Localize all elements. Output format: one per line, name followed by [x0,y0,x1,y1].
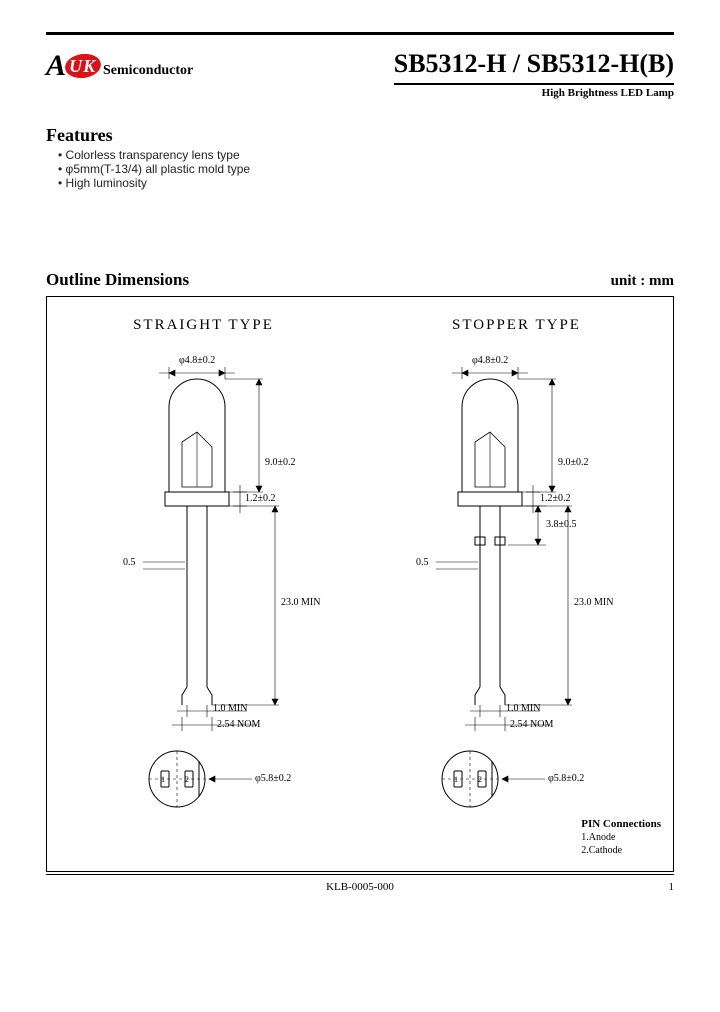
outline-header: Outline Dimensions unit : mm [46,270,674,290]
dim-ring-h: 1.2±0.2 [245,493,276,504]
pin-title: PIN Connections [581,817,661,831]
pin-2-label: 2 [478,775,482,784]
pin-1-label: 1 [454,775,458,784]
feature-item: φ5mm(T-13/4) all plastic mold type [58,162,674,176]
dim-base-dia: φ5.8±0.2 [255,773,291,784]
part-number: SB5312-H / SB5312-H(B) [394,49,674,79]
part-description: High Brightness LED Lamp [394,87,674,99]
dim-stopper-h: 3.8±0.5 [546,519,577,530]
dim-pitch: 2.54 NOM [217,719,260,730]
pin-2: 2.Cathode [581,844,661,857]
dim-top-dia: φ4.8±0.2 [472,355,508,366]
dim-base-dia: φ5.8±0.2 [548,773,584,784]
logo-word: Semiconductor [103,63,193,79]
doc-number: KLB-0005-000 [326,881,394,893]
dim-ring-h: 1.2±0.2 [540,493,571,504]
logo-ellipse-icon: UK [64,52,103,81]
dim-lead-gap: 1.0 MIN [506,703,540,714]
dimension-diagram: STRAIGHT TYPE [46,296,674,872]
pin-connections: PIN Connections 1.Anode 2.Cathode [581,817,661,857]
part-underline [394,83,674,85]
straight-led-icon [47,297,357,837]
dim-lead-gap: 1.0 MIN [213,703,247,714]
feature-item: Colorless transparency lens type [58,148,674,162]
dim-lead-t: 0.5 [123,557,136,568]
dim-pitch: 2.54 NOM [510,719,553,730]
dim-body-h: 9.0±0.2 [265,457,296,468]
dim-top-dia: φ4.8±0.2 [179,355,215,366]
features-section: Features Colorless transparency lens typ… [46,125,674,190]
unit-label: unit : mm [611,273,674,290]
features-list: Colorless transparency lens type φ5mm(T-… [46,148,674,190]
stopper-type-diagram: STOPPER TYPE [360,297,673,871]
logo-letter-a: A [46,49,65,83]
stopper-led-icon [360,297,670,837]
dim-lead-len: 23.0 MIN [574,597,613,608]
feature-item: High luminosity [58,176,674,190]
features-title: Features [46,125,674,146]
footer-rule [46,874,674,875]
page-number: 1 [669,881,675,893]
header: A UK Semiconductor SB5312-H / SB5312-H(B… [46,49,674,99]
straight-type-diagram: STRAIGHT TYPE [47,297,360,871]
dim-lead-len: 23.0 MIN [281,597,320,608]
part-block: SB5312-H / SB5312-H(B) High Brightness L… [394,49,674,99]
top-rule [46,32,674,35]
pin-1-label: 1 [161,775,165,784]
datasheet-page: A UK Semiconductor SB5312-H / SB5312-H(B… [0,0,720,1012]
footer: KLB-0005-000 1 [46,881,674,893]
company-logo: A UK Semiconductor [46,49,193,83]
pin-1: 1.Anode [581,831,661,844]
dim-body-h: 9.0±0.2 [558,457,589,468]
pin-2-label: 2 [185,775,189,784]
dim-lead-t: 0.5 [416,557,429,568]
outline-title: Outline Dimensions [46,270,189,290]
